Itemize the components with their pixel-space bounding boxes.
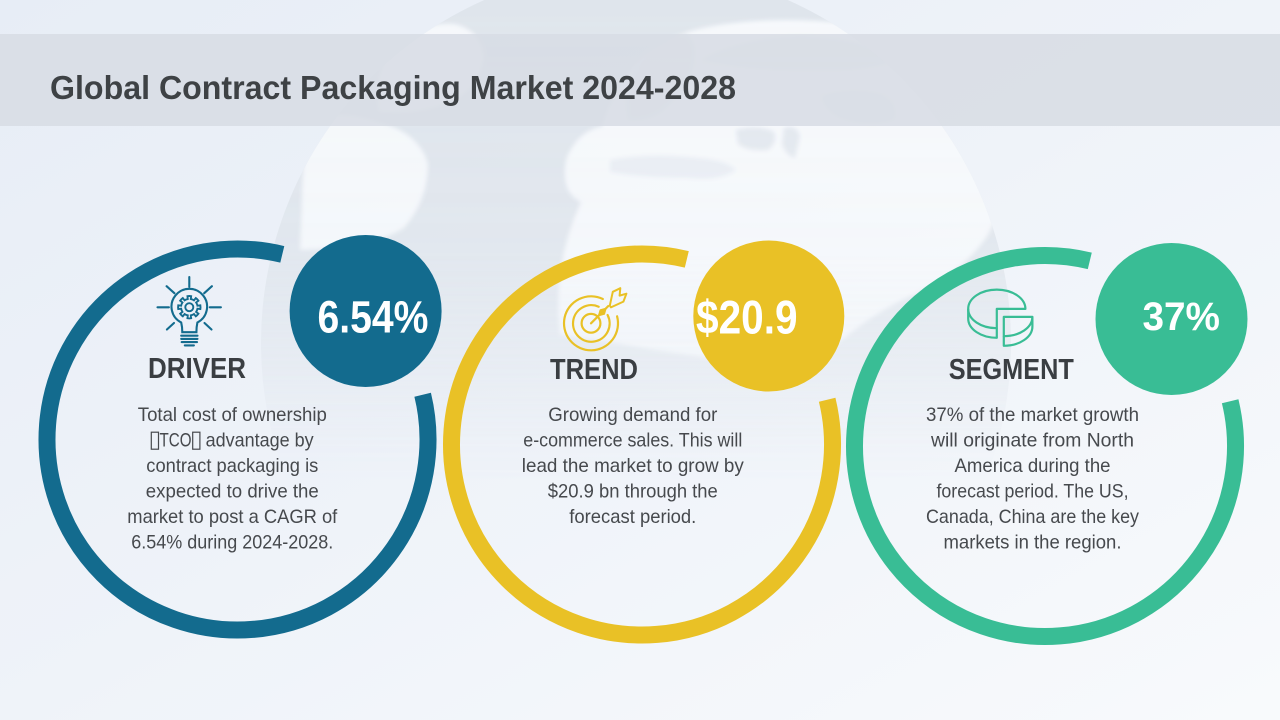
- svg-text:lead the market to grow by: lead the market to grow by: [522, 455, 744, 477]
- svg-text:Global Contract Packaging Mark: Global Contract Packaging Market 2024-20…: [50, 69, 736, 106]
- svg-text:Growing demand for: Growing demand for: [548, 404, 717, 426]
- svg-text:will originate from North: will originate from North: [930, 430, 1134, 452]
- svg-text:advantage by: advantage by: [206, 430, 314, 452]
- svg-text:TREND: TREND: [550, 354, 638, 386]
- svg-text:e-commerce sales. This will: e-commerce sales. This will: [523, 430, 742, 452]
- svg-text:markets in the region.: markets in the region.: [944, 532, 1122, 554]
- svg-text:TCO: TCO: [160, 430, 192, 452]
- svg-text:contract packaging is: contract packaging is: [146, 455, 318, 477]
- svg-text:DRIVER: DRIVER: [148, 353, 246, 385]
- svg-text:37%: 37%: [1142, 295, 1220, 339]
- svg-text:37% of the market growth: 37% of the market growth: [926, 404, 1139, 426]
- svg-text:expected to drive the: expected to drive the: [146, 481, 319, 503]
- svg-text:market to post a CAGR of: market to post a CAGR of: [127, 506, 338, 528]
- svg-text:Total cost of ownership: Total cost of ownership: [138, 404, 327, 426]
- svg-text:forecast period. The US,: forecast period. The US,: [937, 481, 1129, 503]
- svg-text:$20.9: $20.9: [696, 291, 798, 344]
- svg-text:6.54%: 6.54%: [318, 292, 429, 343]
- svg-text:forecast period.: forecast period.: [569, 506, 696, 528]
- svg-text:Canada, China are the key: Canada, China are the key: [926, 506, 1139, 528]
- svg-text:America during the: America during the: [955, 455, 1111, 477]
- svg-text:6.54% during 2024-2028.: 6.54% during 2024-2028.: [131, 532, 333, 554]
- svg-text:SEGMENT: SEGMENT: [949, 354, 1074, 386]
- svg-text:$20.9 bn through the: $20.9 bn through the: [548, 481, 718, 503]
